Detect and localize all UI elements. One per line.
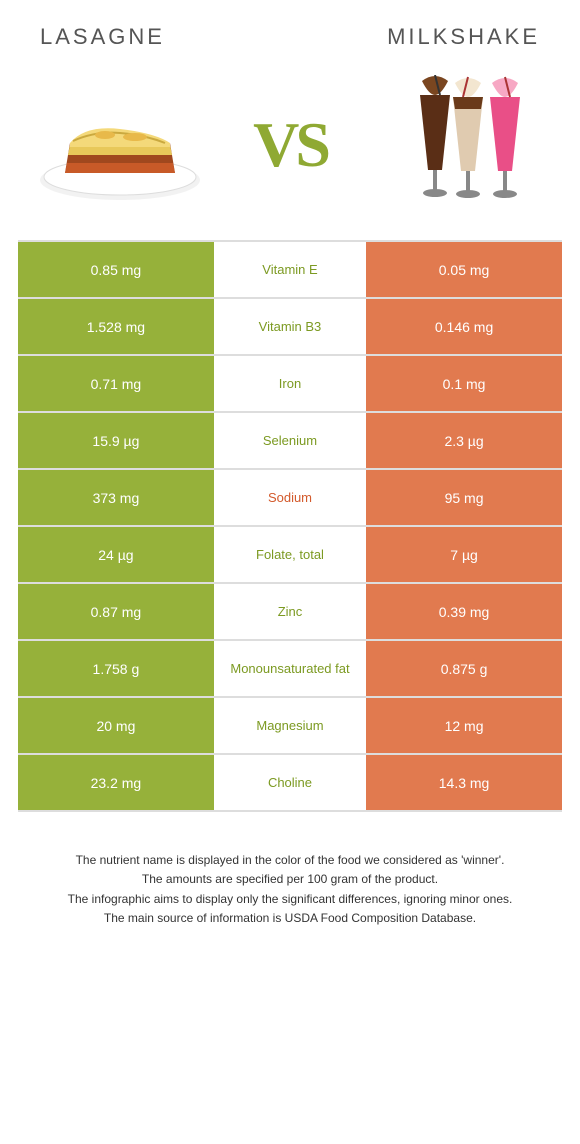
food-title-left: Lasagne [40, 24, 165, 50]
nutrient-label: Iron [214, 356, 366, 411]
value-left: 15.9 µg [18, 413, 214, 468]
table-row: 23.2 mgCholine14.3 mg [18, 755, 562, 812]
value-left: 20 mg [18, 698, 214, 753]
value-left: 0.87 mg [18, 584, 214, 639]
value-left: 1.758 g [18, 641, 214, 696]
value-right: 0.39 mg [366, 584, 562, 639]
table-row: 0.85 mgVitamin E0.05 mg [18, 242, 562, 299]
lasagne-image [30, 80, 210, 210]
nutrient-label: Vitamin E [214, 242, 366, 297]
nutrient-label: Selenium [214, 413, 366, 468]
nutrient-label: Zinc [214, 584, 366, 639]
nutrient-label: Folate, total [214, 527, 366, 582]
hero-row: VS [0, 60, 580, 230]
nutrient-label: Vitamin B3 [214, 299, 366, 354]
value-left: 0.85 mg [18, 242, 214, 297]
value-right: 12 mg [366, 698, 562, 753]
table-row: 24 µgFolate, total7 µg [18, 527, 562, 584]
value-right: 0.1 mg [366, 356, 562, 411]
footnote-line: The nutrient name is displayed in the co… [30, 852, 550, 869]
footnote-line: The amounts are specified per 100 gram o… [30, 871, 550, 888]
value-right: 95 mg [366, 470, 562, 525]
value-left: 373 mg [18, 470, 214, 525]
table-row: 0.87 mgZinc0.39 mg [18, 584, 562, 641]
value-left: 1.528 mg [18, 299, 214, 354]
table-row: 1.528 mgVitamin B30.146 mg [18, 299, 562, 356]
nutrient-label: Magnesium [214, 698, 366, 753]
value-right: 2.3 µg [366, 413, 562, 468]
table-row: 20 mgMagnesium12 mg [18, 698, 562, 755]
milkshake-image [370, 80, 550, 210]
header: Lasagne Milkshake [0, 0, 580, 60]
nutrient-label: Monounsaturated fat [214, 641, 366, 696]
value-right: 0.05 mg [366, 242, 562, 297]
value-right: 14.3 mg [366, 755, 562, 810]
comparison-table: 0.85 mgVitamin E0.05 mg1.528 mgVitamin B… [18, 240, 562, 812]
food-title-right: Milkshake [387, 24, 540, 50]
table-row: 373 mgSodium95 mg [18, 470, 562, 527]
table-row: 15.9 µgSelenium2.3 µg [18, 413, 562, 470]
value-left: 0.71 mg [18, 356, 214, 411]
vs-label: VS [253, 108, 327, 182]
footnote-line: The main source of information is USDA F… [30, 910, 550, 927]
table-row: 0.71 mgIron0.1 mg [18, 356, 562, 413]
value-left: 23.2 mg [18, 755, 214, 810]
value-right: 0.875 g [366, 641, 562, 696]
nutrient-label: Choline [214, 755, 366, 810]
footnotes: The nutrient name is displayed in the co… [30, 852, 550, 928]
value-right: 0.146 mg [366, 299, 562, 354]
table-row: 1.758 gMonounsaturated fat0.875 g [18, 641, 562, 698]
value-right: 7 µg [366, 527, 562, 582]
footnote-line: The infographic aims to display only the… [30, 891, 550, 908]
nutrient-label: Sodium [214, 470, 366, 525]
value-left: 24 µg [18, 527, 214, 582]
